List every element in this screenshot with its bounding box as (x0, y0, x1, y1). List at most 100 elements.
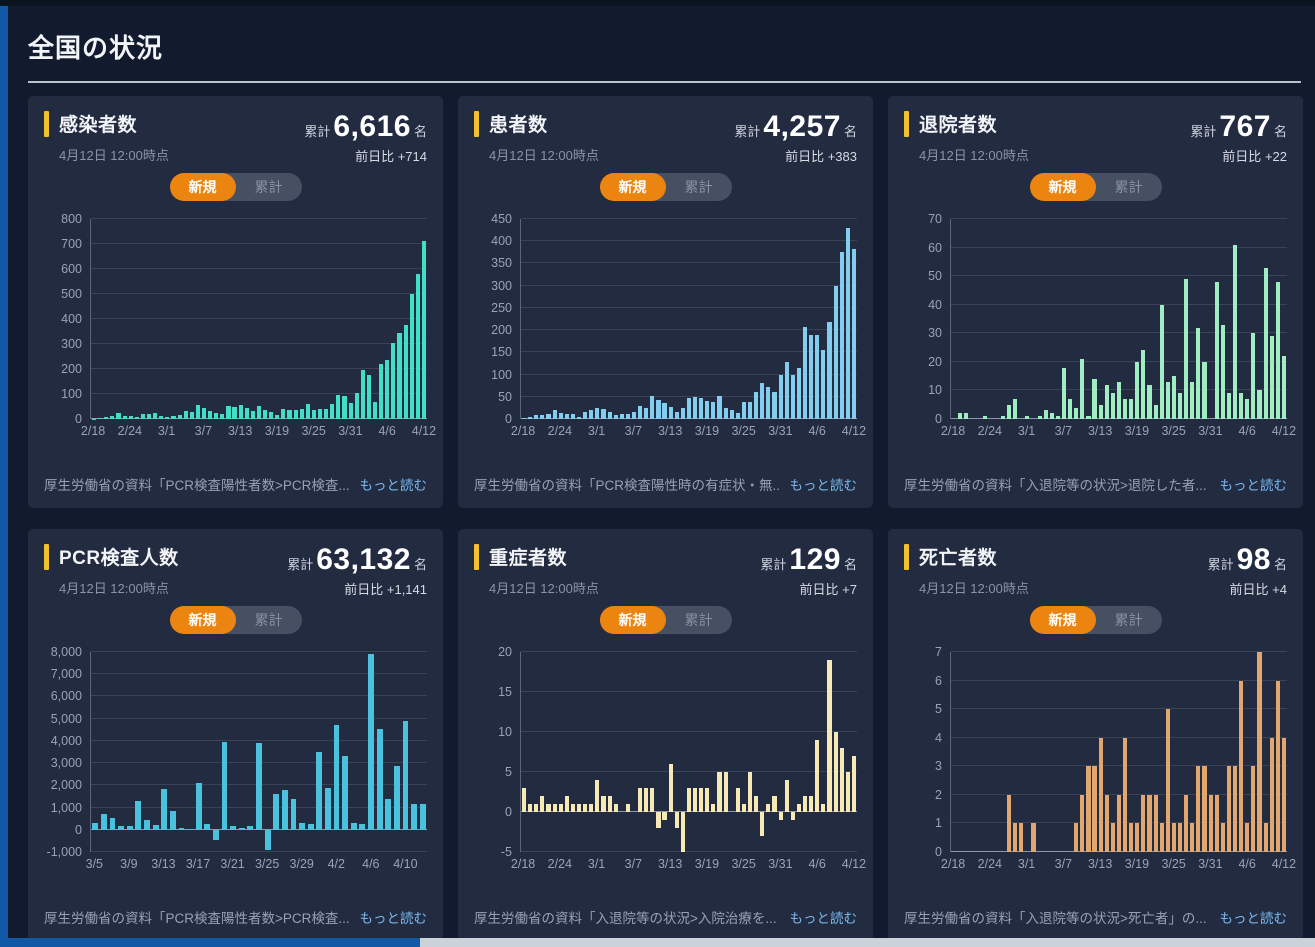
read-more-link[interactable]: もっと読む (789, 478, 858, 493)
x-tick-label: 2/18 (80, 424, 106, 438)
bar (668, 406, 673, 419)
bar (324, 787, 331, 830)
cumulative-total-value: 98 (1236, 543, 1271, 576)
bar (1116, 381, 1122, 419)
x-tick-label: 3/13 (657, 857, 683, 871)
bar (735, 412, 740, 419)
bar (729, 410, 734, 419)
diff-prefix-label: 前日比 (799, 582, 839, 597)
y-tick-label: 7,000 (50, 667, 82, 682)
gridline (521, 373, 857, 375)
bar (1135, 823, 1140, 852)
diff-value: +714 (397, 149, 427, 164)
cumulative-label: 累計 (760, 557, 787, 572)
source-text: 厚生労働省の資料「入退院等の状況>入院治療を... (474, 911, 777, 926)
bar (290, 798, 297, 830)
toggle-new-button[interactable]: 新規 (599, 173, 666, 201)
x-tick-label: 3/1 (587, 857, 606, 871)
bar (110, 416, 115, 419)
toggle-new-button[interactable]: 新規 (599, 606, 666, 634)
x-tick-label: 2/18 (940, 857, 966, 871)
toggle-cumulative-button[interactable]: 累計 (254, 612, 283, 628)
gridline (951, 332, 1287, 334)
y-tick-label: 100 (61, 387, 82, 401)
bar (1165, 381, 1170, 419)
bar (1251, 333, 1256, 419)
bar (1110, 393, 1115, 419)
card-header: 感染者数 4月12日 12:00時点 累計 6,616 名 前日比 +714 (44, 110, 427, 165)
bar (583, 412, 588, 419)
x-tick-label: 2/18 (940, 424, 966, 438)
diff-value: +7 (842, 582, 857, 597)
x-tick-label: 3/13 (227, 424, 253, 438)
toggle-cumulative-button[interactable]: 累計 (254, 179, 283, 195)
bar (1184, 279, 1189, 419)
x-tick-label: 3/25 (1161, 857, 1186, 871)
bar (656, 400, 661, 419)
toggle-cumulative-button[interactable]: 累計 (1114, 179, 1143, 195)
bar (644, 407, 649, 419)
bar (1245, 399, 1250, 419)
toggle-cumulative-button[interactable]: 累計 (684, 612, 713, 628)
bar (686, 788, 692, 812)
bar (583, 804, 588, 812)
x-tick-label: 3/7 (194, 424, 213, 438)
bar (711, 804, 716, 812)
toggle-new-button[interactable]: 新規 (169, 606, 236, 634)
x-tick-label: 4/12 (841, 857, 867, 871)
bar (311, 410, 317, 419)
read-more-link[interactable]: もっと読む (1219, 478, 1288, 493)
y-tick-label: 450 (491, 212, 512, 226)
cumulative-label: 累計 (1207, 557, 1234, 572)
toggle-new-button[interactable]: 新規 (1029, 606, 1096, 634)
y-tick-label: 200 (491, 323, 512, 338)
bar-chart: 0 50 100 150 200 250 300 350 400 450 (474, 212, 857, 426)
bar (845, 227, 850, 419)
y-tick-label: 1 (935, 816, 942, 831)
bar (171, 415, 176, 419)
x-tick-label: 3/31 (768, 857, 793, 871)
stat-card: 患者数 4月12日 12:00時点 累計 4,257 名 前日比 +383 新規 累… (458, 96, 873, 508)
x-tick-label: 2/24 (977, 424, 1002, 438)
bar (1086, 416, 1091, 419)
bar (411, 804, 417, 830)
bar-chart: 0 1 2 3 4 5 6 7 (904, 645, 1287, 859)
gridline (91, 739, 427, 741)
read-more-link[interactable]: もっと読む (1219, 911, 1288, 926)
y-tick-label: 0 (75, 412, 82, 426)
bar (1135, 361, 1140, 419)
bar (564, 414, 569, 419)
bar (1055, 416, 1060, 419)
gridline (521, 218, 857, 219)
bar (318, 409, 323, 419)
card-title-block: PCR検査人数 4月12日 12:00時点 (44, 543, 179, 598)
bar (403, 325, 408, 419)
source-row: 厚生労働省の資料「PCR検査陽性者数>PCR検査... もっと読む (44, 474, 427, 494)
bar (1153, 794, 1158, 852)
bar (546, 804, 551, 812)
bar (1074, 823, 1079, 852)
y-tick-label: -5 (500, 845, 512, 859)
toggle-cumulative-button[interactable]: 累計 (684, 179, 713, 195)
bar (766, 804, 771, 812)
bar (305, 403, 310, 419)
bar (415, 274, 420, 419)
chart-plot-area (950, 218, 1287, 419)
read-more-link[interactable]: もっと読む (789, 911, 858, 926)
bar (851, 248, 856, 419)
toggle-cumulative-button[interactable]: 累計 (1114, 612, 1143, 628)
bar (402, 720, 409, 830)
bar (1043, 410, 1048, 419)
gridline (521, 731, 857, 732)
bar (1061, 367, 1067, 419)
toggle-new-button[interactable]: 新規 (1029, 173, 1096, 201)
bar (316, 752, 323, 830)
cumulative-total-line: 累計 98 名 (1208, 543, 1287, 577)
read-more-link[interactable]: もっと読む (359, 911, 428, 926)
x-tick-label: 3/7 (1054, 424, 1073, 438)
gridline (91, 851, 427, 852)
x-axis: 2/18 2/24 3/1 3/7 3/13 3/19 3/25 3/31 4/6 4/12 (511, 424, 866, 444)
toggle-new-button[interactable]: 新規 (169, 173, 236, 201)
read-more-link[interactable]: もっと読む (359, 478, 428, 493)
bar (1208, 794, 1213, 852)
